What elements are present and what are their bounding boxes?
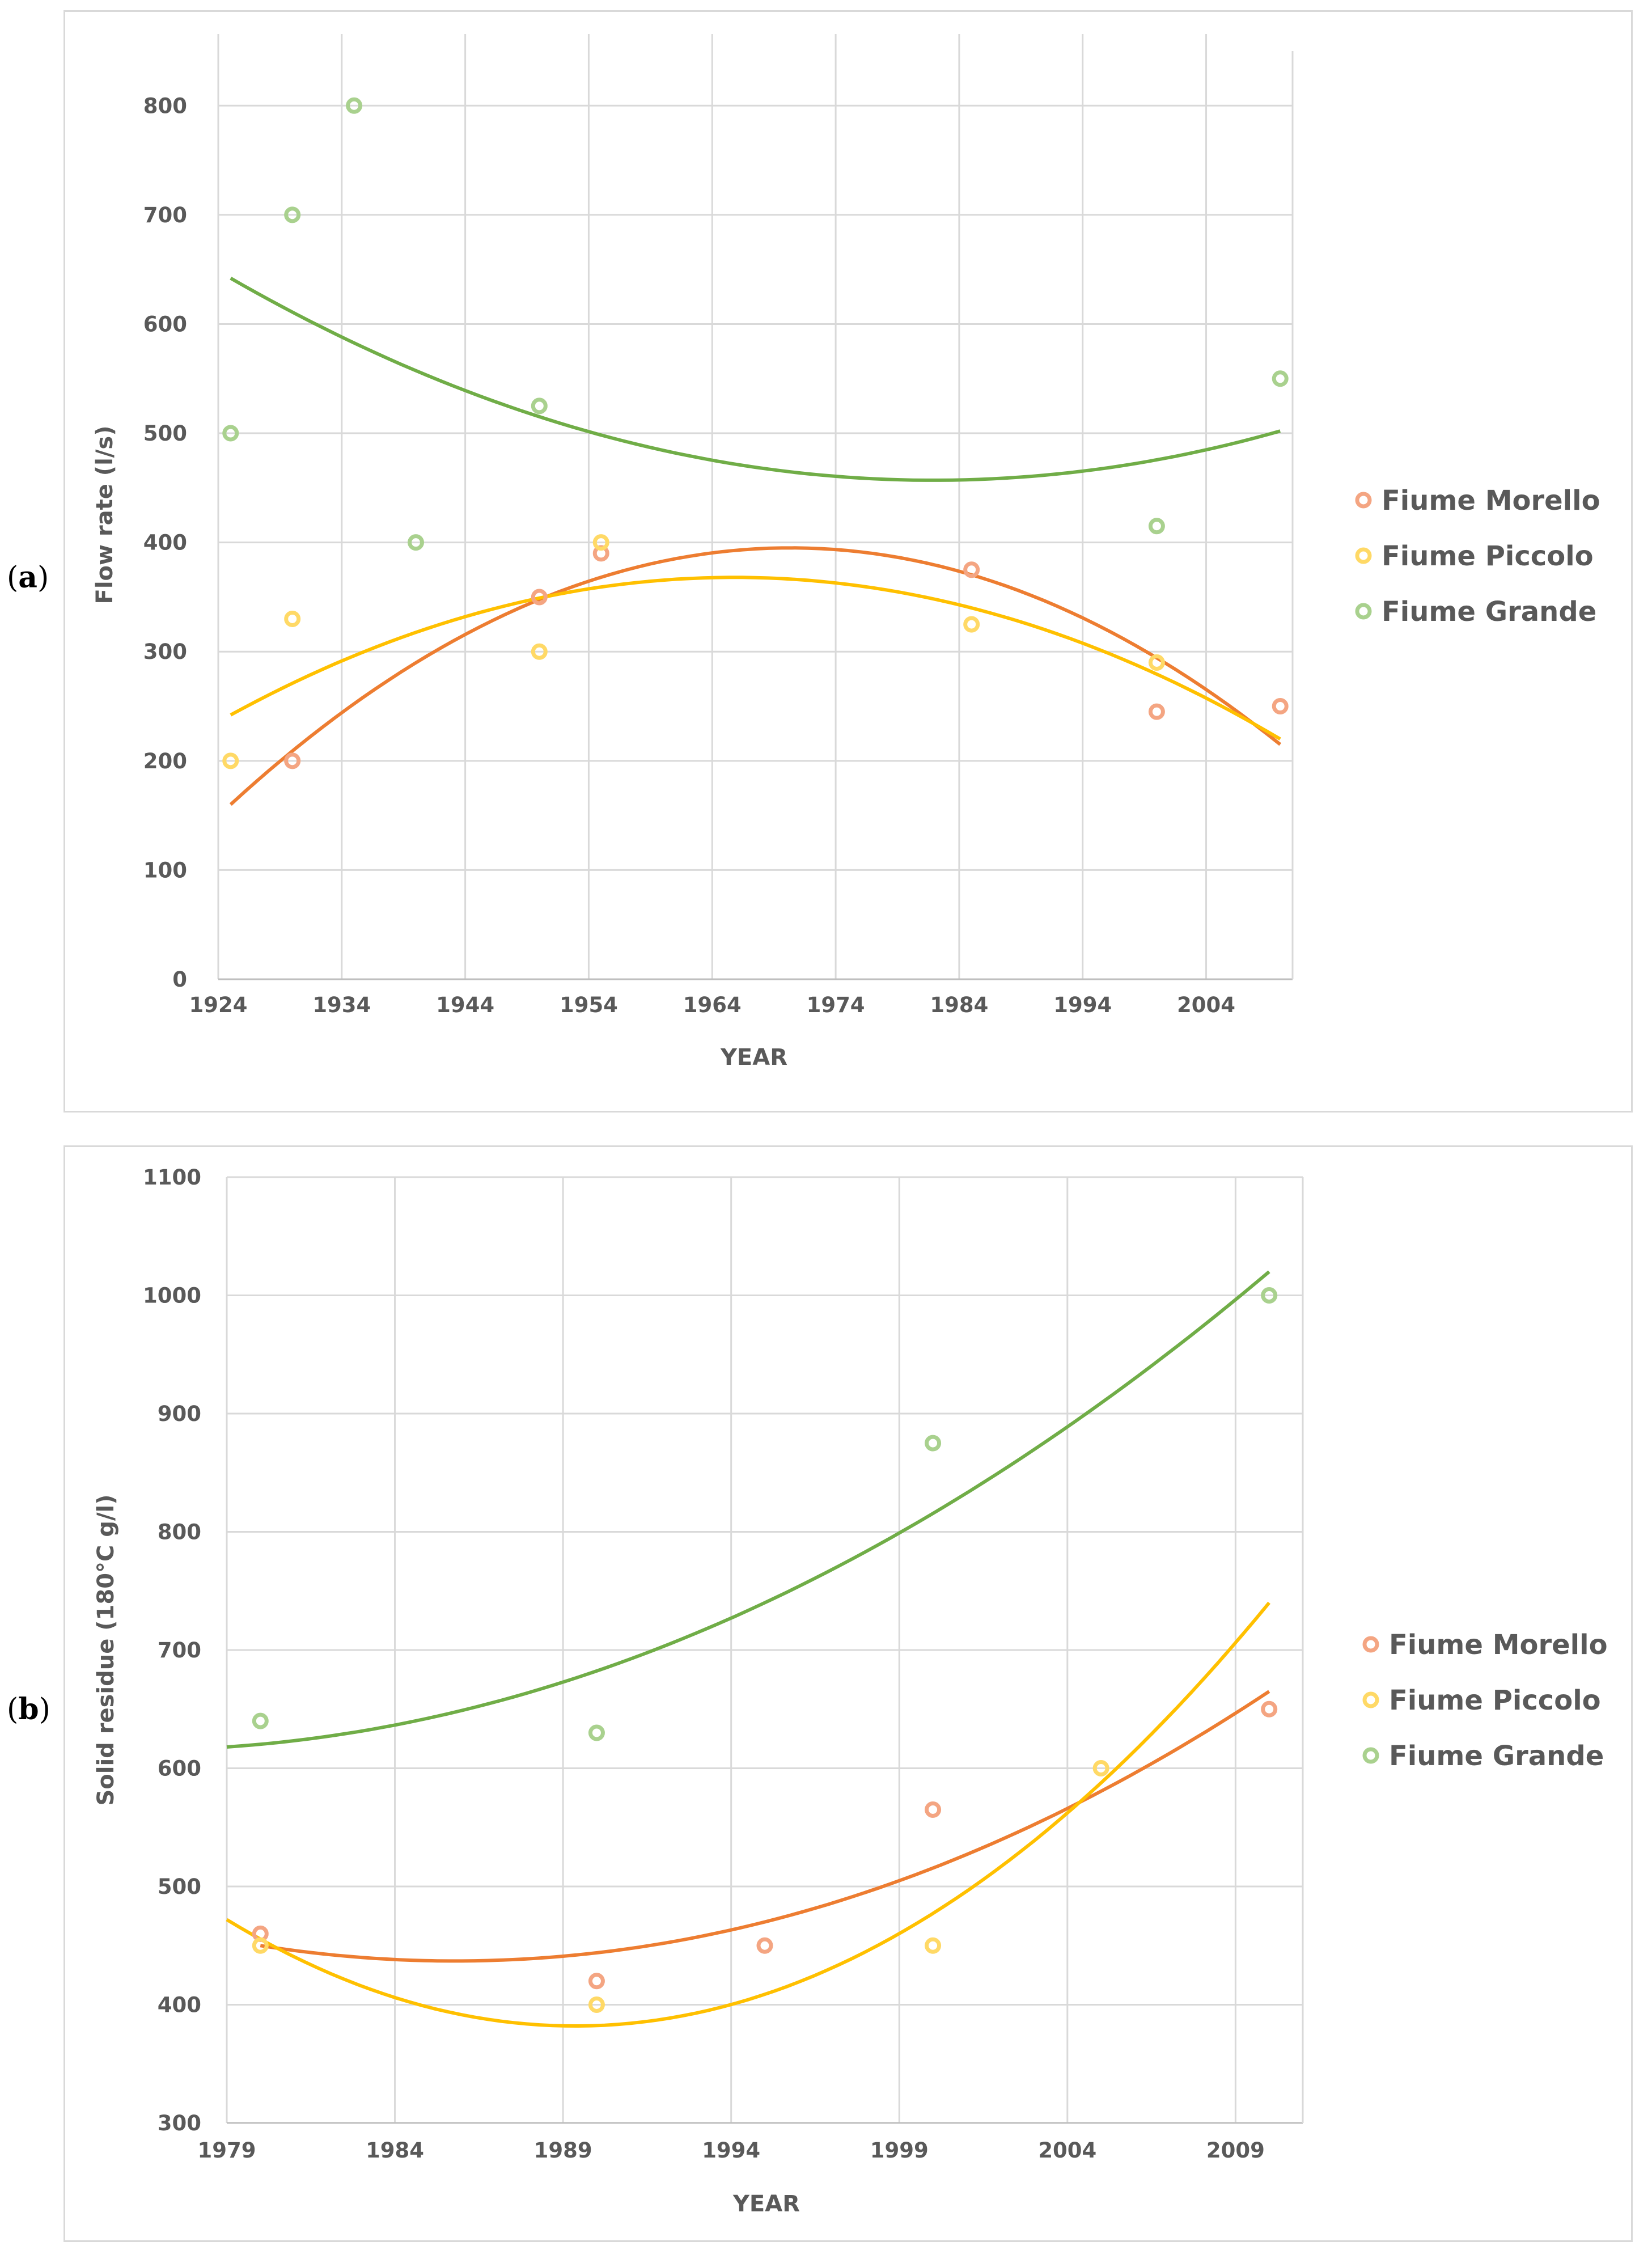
data-point-fiume-morello [531, 589, 548, 606]
y-tick-label: 200 [143, 749, 187, 773]
data-point-fiume-piccolo [252, 1937, 269, 1954]
x-tick-label: 1974 [807, 993, 865, 1017]
legend-marker [1355, 547, 1372, 564]
legend-marker [1355, 603, 1372, 620]
legend-marker [1355, 492, 1372, 509]
chart-a: 0 100 200 300 400 500 600 700 800 1924 1934 1944 195… [92, 34, 1600, 1071]
data-point-fiume-grande [588, 1724, 605, 1741]
data-point-fiume-piccolo [963, 616, 980, 633]
x-tick-label: 1954 [560, 993, 618, 1017]
x-tick-label: 2004 [1038, 2138, 1096, 2163]
x-tick-label: 1934 [312, 993, 371, 1017]
data-point-fiume-grande [252, 1712, 269, 1729]
trendline-fiume-grande [226, 1270, 1270, 1749]
data-point-fiume-morello [588, 1973, 605, 1990]
x-tick-label: 1994 [1053, 993, 1112, 1017]
data-point-fiume-piccolo [284, 610, 301, 627]
y-tick-label: 300 [158, 2111, 201, 2135]
data-point-fiume-morello [1261, 1700, 1278, 1718]
data-point-fiume-morello [1272, 698, 1289, 715]
x-tick-label: 1924 [189, 993, 248, 1017]
x-tick-label: 1999 [870, 2138, 929, 2163]
legend-label: Fiume Piccolo [1382, 540, 1594, 572]
legend-label: Fiume Grande [1389, 1740, 1604, 1772]
data-point-fiume-morello [1148, 703, 1165, 720]
x-tick-label: 1944 [436, 993, 494, 1017]
chart-a-frame [63, 10, 1633, 1112]
chart-b: 300 400 500 600 700 800 900 1000 1100 1979 1984 198… [93, 1165, 1608, 2217]
data-point-fiume-grande [222, 425, 239, 442]
x-tick-label: 1984 [930, 993, 988, 1017]
panel-label-a: (a) [7, 560, 49, 595]
legend-label: Fiume Grande [1382, 596, 1596, 628]
legend-label: Fiume Morello [1382, 485, 1600, 517]
data-point-fiume-piccolo [1092, 1760, 1109, 1776]
x-axis-title: YEAR [720, 1044, 787, 1071]
data-point-fiume-grande [1148, 518, 1165, 535]
trendline-fiume-morello [260, 1690, 1270, 1963]
y-tick-label: 1100 [143, 1165, 201, 1190]
data-point-fiume-piccolo [592, 534, 609, 551]
panel-label-b: (b) [7, 1692, 50, 1727]
x-axis-title: YEAR [732, 2191, 800, 2217]
y-tick-label: 500 [158, 1875, 201, 1899]
y-tick-label: 900 [158, 1402, 201, 1426]
trendline-fiume-piccolo [226, 1601, 1271, 2028]
trendline-fiume-grande [230, 276, 1281, 482]
data-point-fiume-piccolo [925, 1937, 942, 1954]
legend-label: Fiume Morello [1389, 1629, 1608, 1661]
legend-label: Fiume Piccolo [1389, 1685, 1601, 1716]
data-point-fiume-morello [756, 1937, 773, 1954]
x-tick-label: 2004 [1177, 993, 1235, 1017]
y-tick-label: 300 [143, 640, 187, 664]
y-axis-title: Solid residue (180°C g/l) [93, 1494, 119, 1805]
data-point-fiume-piccolo [588, 1996, 605, 2013]
data-point-fiume-piccolo [1148, 654, 1165, 671]
y-axis-title: Flow rate (l/s) [92, 426, 118, 604]
y-tick-label: 400 [158, 1993, 201, 2017]
x-tick-label: 1964 [683, 993, 742, 1017]
y-tick-label: 700 [158, 1638, 201, 1663]
data-point-fiume-morello [963, 561, 980, 578]
data-point-fiume-piccolo [222, 752, 239, 769]
x-tick-label: 1989 [534, 2138, 592, 2163]
y-tick-label: 600 [143, 312, 187, 336]
y-tick-label: 700 [143, 203, 187, 227]
legend-marker [1362, 1691, 1379, 1708]
legend-marker [1362, 1747, 1379, 1764]
y-tick-label: 800 [143, 94, 187, 118]
trendline-fiume-morello [229, 546, 1282, 806]
data-point-fiume-grande [346, 97, 363, 114]
data-point-fiume-grande [408, 534, 425, 551]
x-tick-label: 2009 [1206, 2138, 1265, 2163]
legend-marker [1362, 1636, 1379, 1653]
x-tick-label: 1994 [702, 2138, 760, 2163]
x-tick-label: 1984 [366, 2138, 424, 2163]
data-point-fiume-grande [1272, 370, 1289, 387]
data-point-fiume-grande [925, 1435, 942, 1452]
y-tick-label: 600 [158, 1757, 201, 1781]
x-tick-label: 1979 [198, 2138, 256, 2163]
data-point-fiume-piccolo [531, 643, 548, 660]
y-tick-label: 800 [158, 1520, 201, 1545]
y-tick-label: 500 [143, 421, 187, 446]
data-point-fiume-morello [925, 1801, 942, 1818]
y-tick-label: 400 [143, 531, 187, 555]
data-point-fiume-morello [284, 752, 301, 769]
y-tick-label: 1000 [143, 1284, 201, 1308]
trendline-fiume-piccolo [230, 576, 1281, 741]
y-tick-label: 0 [172, 967, 187, 992]
data-point-fiume-grande [284, 206, 301, 223]
data-point-fiume-grande [1261, 1287, 1278, 1304]
data-point-fiume-grande [531, 397, 548, 414]
y-tick-label: 100 [143, 858, 187, 882]
